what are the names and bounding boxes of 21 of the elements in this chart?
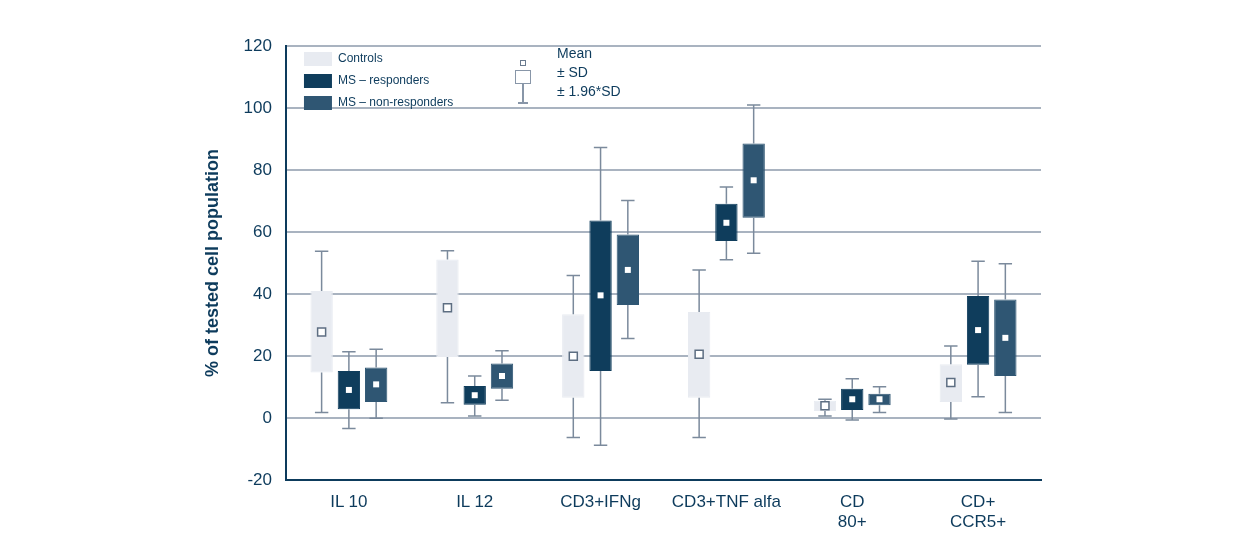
y-tick-label: 20	[253, 345, 272, 365]
x-tick-label: IL 12	[456, 492, 494, 512]
legend-label: MS – responders	[337, 73, 430, 88]
annotation: ± SD	[556, 63, 588, 80]
y-axis-title: % of tested cell population	[201, 149, 222, 378]
y-tick-label: -20	[247, 469, 272, 489]
x-tick-label: CD 80+	[837, 492, 867, 532]
y-tick-label: 120	[243, 35, 272, 55]
annotation: ± 1.96*SD	[556, 82, 621, 99]
y-tick-label: 100	[243, 97, 272, 117]
y-tick-label: 60	[253, 221, 272, 241]
y-tick-label: 40	[253, 283, 272, 303]
legend-label: MS – non-responders	[337, 95, 454, 110]
y-tick-label: 80	[253, 159, 272, 179]
x-tick-label: CD3+TNF alfa	[671, 492, 782, 512]
y-tick-label: 0	[262, 407, 272, 427]
legend-label: Controls	[337, 51, 383, 66]
x-tick-label: CD3+IFNg	[560, 492, 641, 512]
annotation: Mean	[556, 44, 592, 61]
x-tick-label: CD+ CCR5+	[949, 492, 1007, 532]
x-tick-label: IL 10	[330, 492, 368, 512]
